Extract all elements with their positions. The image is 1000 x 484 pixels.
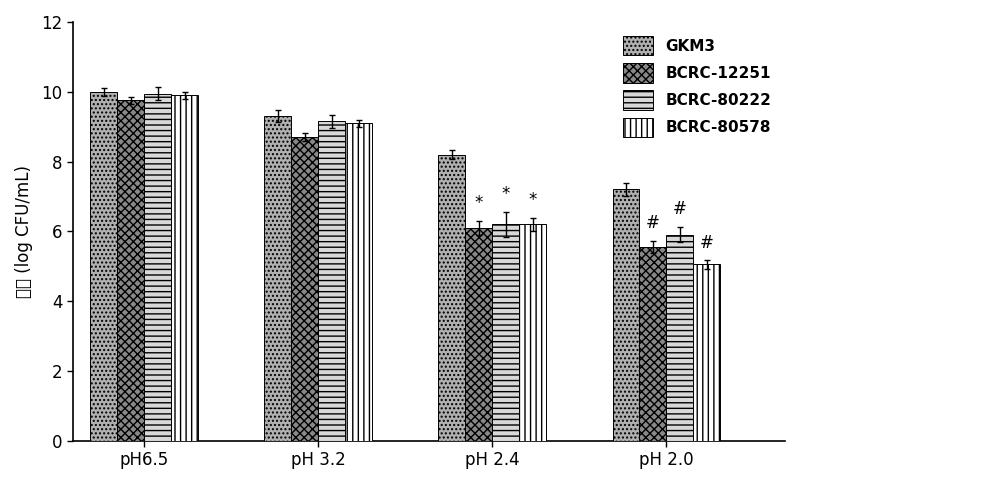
Bar bbox=[666, 235, 693, 440]
Bar bbox=[519, 224, 546, 440]
Bar bbox=[117, 101, 144, 440]
Y-axis label: 菌数 (log CFU/mL): 菌数 (log CFU/mL) bbox=[15, 165, 33, 298]
Bar bbox=[492, 224, 519, 440]
Text: #: # bbox=[673, 200, 687, 218]
Bar bbox=[345, 123, 372, 440]
Bar bbox=[465, 228, 492, 440]
Bar bbox=[90, 92, 117, 440]
Bar bbox=[264, 116, 291, 440]
Text: *: * bbox=[502, 185, 510, 203]
Bar bbox=[171, 95, 198, 440]
Legend: GKM3, BCRC-12251, BCRC-80222, BCRC-80578: GKM3, BCRC-12251, BCRC-80222, BCRC-80578 bbox=[616, 30, 777, 143]
Bar bbox=[318, 121, 345, 440]
Text: *: * bbox=[475, 194, 483, 212]
Text: #: # bbox=[700, 233, 714, 252]
Bar bbox=[693, 264, 720, 440]
Bar bbox=[639, 247, 666, 440]
Bar bbox=[438, 154, 465, 440]
Text: #: # bbox=[646, 214, 660, 232]
Bar bbox=[291, 137, 318, 440]
Bar bbox=[144, 93, 171, 440]
Text: *: * bbox=[528, 191, 537, 209]
Bar bbox=[613, 189, 639, 440]
